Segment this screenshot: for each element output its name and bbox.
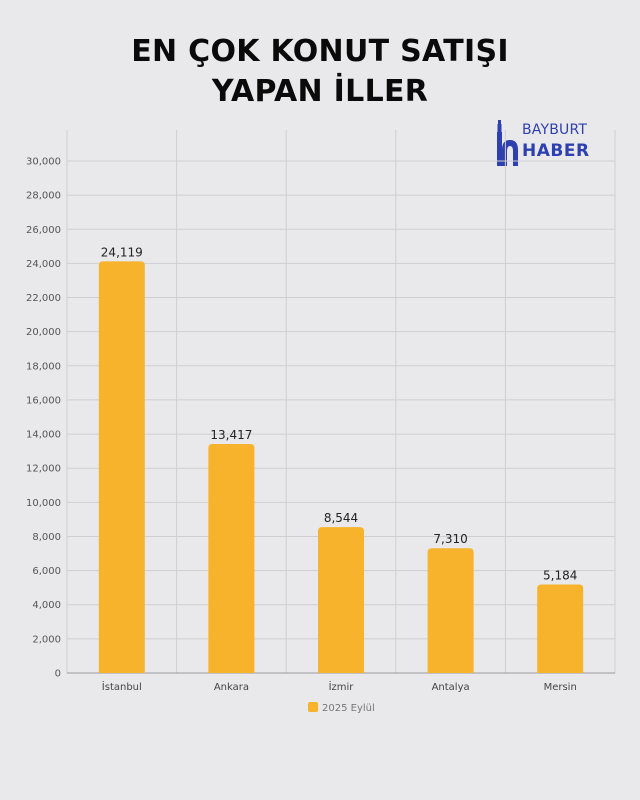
y-tick-label: 30,000	[26, 157, 61, 168]
x-tick-label: İstanbul	[102, 680, 142, 693]
data-label: 5,184	[543, 569, 577, 583]
data-label: 8,544	[324, 511, 358, 525]
bayburt-haber-logo: BAYBURT HABER	[496, 120, 596, 168]
bar	[98, 261, 145, 673]
y-tick-label: 20,000	[26, 327, 61, 338]
y-tick-label: 24,000	[26, 259, 61, 270]
mosque-icon	[497, 120, 518, 166]
data-label: 24,119	[101, 245, 143, 259]
title-line-1: EN ÇOK KONUT SATIŞI	[131, 34, 509, 69]
legend-label: 2025 Eylül	[322, 703, 375, 714]
logo-text-haber: HABER	[522, 141, 590, 161]
x-tick-label: İzmir	[329, 680, 355, 693]
x-tick-label: Ankara	[214, 682, 249, 693]
y-tick-label: 14,000	[26, 430, 61, 441]
x-tick-label: Antalya	[432, 682, 470, 693]
y-tick-label: 10,000	[26, 498, 61, 509]
x-tick-label: Mersin	[544, 682, 577, 693]
page-title: EN ÇOK KONUT SATIŞI YAPAN İLLER	[0, 32, 640, 112]
y-tick-label: 2,000	[32, 634, 61, 645]
y-tick-label: 16,000	[26, 395, 61, 406]
y-tick-label: 8,000	[32, 532, 61, 543]
y-tick-label: 4,000	[32, 600, 61, 611]
data-label: 13,417	[210, 428, 252, 442]
y-tick-label: 22,000	[26, 293, 61, 304]
logo-text-bayburt: BAYBURT	[522, 122, 588, 138]
bar	[208, 444, 255, 673]
y-tick-label: 26,000	[26, 225, 61, 236]
y-tick-label: 18,000	[26, 361, 61, 372]
y-tick-label: 28,000	[26, 191, 61, 202]
data-label: 7,310	[433, 532, 467, 546]
bar	[318, 527, 364, 673]
y-tick-label: 12,000	[26, 464, 61, 475]
y-tick-label: 0	[55, 669, 61, 680]
bar	[427, 548, 474, 673]
title-line-2: YAPAN İLLER	[211, 74, 429, 109]
legend-swatch	[308, 702, 318, 712]
y-tick-label: 6,000	[32, 566, 61, 577]
bar	[537, 584, 584, 673]
